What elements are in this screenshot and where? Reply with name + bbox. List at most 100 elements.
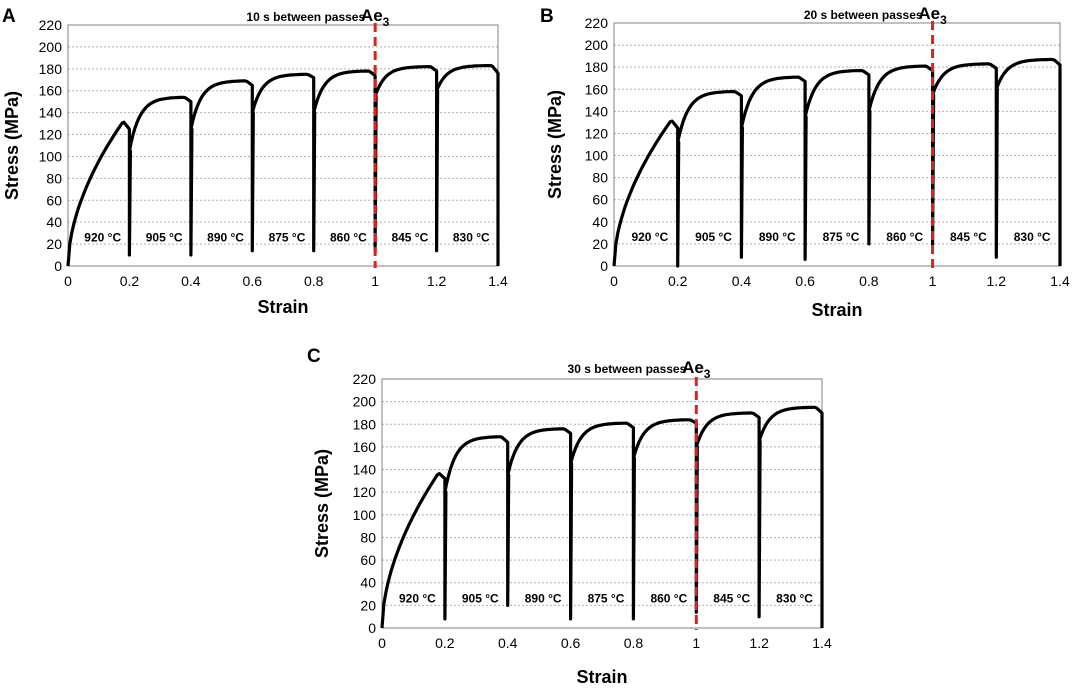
x-tick-label: 0 bbox=[64, 273, 72, 289]
y-tick-label: 140 bbox=[39, 105, 63, 121]
y-tick-label: 160 bbox=[585, 81, 609, 97]
y-tick-label: 100 bbox=[585, 148, 609, 164]
x-tick-label: 1.2 bbox=[987, 273, 1007, 289]
y-tick-label: 180 bbox=[353, 416, 377, 432]
chart-title: 30 s between passes bbox=[568, 362, 687, 376]
x-tick-label: 0 bbox=[378, 635, 386, 651]
y-tick-label: 200 bbox=[353, 394, 377, 410]
x-tick-label: 0.6 bbox=[795, 273, 815, 289]
pass-temperature-label: 830 °C bbox=[453, 230, 490, 244]
x-axis-label: Strain bbox=[811, 300, 862, 320]
pass-temperature-label: 860 °C bbox=[886, 230, 923, 244]
chart-panel-b: 0 20 40 60 80 100 120 140 160 180 200 220 0 0.2 0.4 0.6… bbox=[540, 4, 1070, 320]
pass-temperature-label: 890 °C bbox=[525, 592, 562, 606]
pass-temperature-label: 920 °C bbox=[631, 230, 668, 244]
stress-strain-curve bbox=[66, 63, 500, 267]
chart-panel-a: 0 20 40 60 80 100 120 140 160 180 200 220 0 0.2 0.4 0.6… bbox=[2, 6, 508, 317]
pass-temperature-label: 890 °C bbox=[207, 230, 244, 244]
pass-temperature-label: 845 °C bbox=[391, 230, 428, 244]
pass-temperature-label: 920 °C bbox=[399, 592, 436, 606]
y-tick-label: 80 bbox=[360, 529, 376, 545]
x-tick-label: 1.2 bbox=[749, 635, 769, 651]
y-axis-label: Stress (MPa) bbox=[312, 449, 332, 558]
y-tick-label: 180 bbox=[39, 61, 63, 77]
pass-temperature-label: 845 °C bbox=[950, 230, 987, 244]
y-tick-label: 160 bbox=[353, 439, 377, 455]
y-tick-label: 40 bbox=[360, 575, 376, 591]
y-tick-label: 120 bbox=[353, 484, 377, 500]
x-tick-label: 1.2 bbox=[427, 273, 447, 289]
pass-temperature-label: 875 °C bbox=[269, 230, 306, 244]
ae3-label: Ae3 bbox=[682, 358, 711, 381]
y-tick-label: 0 bbox=[368, 620, 376, 636]
y-tick-label: 80 bbox=[592, 170, 608, 186]
ae3-label: Ae3 bbox=[918, 4, 947, 27]
x-tick-label: 1 bbox=[929, 273, 937, 289]
x-tick-label: 0.4 bbox=[732, 273, 752, 289]
y-tick-label: 20 bbox=[46, 236, 62, 252]
y-tick-label: 200 bbox=[39, 39, 63, 55]
y-tick-label: 60 bbox=[46, 192, 62, 208]
y-tick-label: 80 bbox=[46, 170, 62, 186]
pass-temperature-label: 875 °C bbox=[823, 230, 860, 244]
pass-temperature-label: 890 °C bbox=[759, 230, 796, 244]
y-tick-label: 120 bbox=[585, 125, 609, 141]
chart-title: 20 s between passes bbox=[804, 8, 923, 22]
panel-label: B bbox=[540, 6, 554, 27]
y-axis-label: Stress (MPa) bbox=[545, 90, 565, 199]
y-tick-label: 160 bbox=[39, 83, 63, 99]
x-tick-label: 0.2 bbox=[435, 635, 455, 651]
x-tick-label: 0.6 bbox=[243, 273, 263, 289]
x-tick-label: 0 bbox=[610, 273, 618, 289]
y-tick-label: 60 bbox=[360, 552, 376, 568]
x-tick-label: 0.4 bbox=[498, 635, 518, 651]
pass-temperature-label: 920 °C bbox=[84, 230, 121, 244]
y-tick-label: 0 bbox=[54, 258, 62, 274]
x-tick-label: 0.8 bbox=[304, 273, 324, 289]
y-tick-label: 220 bbox=[353, 371, 377, 387]
x-tick-label: 0.8 bbox=[859, 273, 879, 289]
x-tick-label: 1.4 bbox=[488, 273, 508, 289]
y-tick-label: 100 bbox=[353, 507, 377, 523]
pass-temperature-label: 905 °C bbox=[146, 230, 183, 244]
y-tick-label: 40 bbox=[46, 214, 62, 230]
pass-temperature-label: 875 °C bbox=[588, 592, 625, 606]
pass-temperature-label: 845 °C bbox=[713, 592, 750, 606]
y-tick-label: 40 bbox=[592, 214, 608, 230]
pass-temperature-label: 860 °C bbox=[330, 230, 367, 244]
y-tick-label: 200 bbox=[585, 37, 609, 53]
chart-panel-c: 0 20 40 60 80 100 120 140 160 180 200 220 0 0.2 0.4 0.6… bbox=[307, 346, 832, 687]
y-axis-label: Stress (MPa) bbox=[2, 91, 22, 200]
y-tick-label: 220 bbox=[39, 17, 63, 33]
pass-temperature-label: 830 °C bbox=[776, 592, 813, 606]
stress-strain-curve bbox=[612, 57, 1062, 268]
ae3-label: Ae3 bbox=[361, 6, 390, 29]
pass-temperature-label: 905 °C bbox=[462, 592, 499, 606]
pass-temperature-label: 860 °C bbox=[650, 592, 687, 606]
stress-strain-curve bbox=[380, 405, 824, 629]
x-axis-label: Strain bbox=[576, 667, 627, 687]
x-tick-label: 0.8 bbox=[624, 635, 644, 651]
x-tick-label: 0.2 bbox=[120, 273, 140, 289]
y-tick-label: 180 bbox=[585, 59, 609, 75]
x-tick-label: 1.4 bbox=[1050, 273, 1070, 289]
x-tick-label: 1 bbox=[371, 273, 379, 289]
x-tick-label: 1.4 bbox=[812, 635, 832, 651]
y-tick-label: 20 bbox=[592, 236, 608, 252]
y-tick-label: 20 bbox=[360, 597, 376, 613]
y-tick-label: 0 bbox=[600, 258, 608, 274]
y-tick-label: 60 bbox=[592, 192, 608, 208]
x-tick-label: 0.2 bbox=[668, 273, 688, 289]
x-tick-label: 1 bbox=[692, 635, 700, 651]
y-tick-label: 220 bbox=[585, 15, 609, 31]
x-tick-label: 0.4 bbox=[181, 273, 201, 289]
pass-temperature-label: 830 °C bbox=[1014, 230, 1051, 244]
panel-label: C bbox=[307, 346, 321, 367]
y-tick-label: 140 bbox=[585, 103, 609, 119]
x-axis-label: Strain bbox=[257, 297, 308, 317]
y-tick-label: 140 bbox=[353, 462, 377, 478]
x-tick-label: 0.6 bbox=[561, 635, 581, 651]
y-tick-label: 120 bbox=[39, 127, 63, 143]
panel-label: A bbox=[2, 6, 16, 27]
